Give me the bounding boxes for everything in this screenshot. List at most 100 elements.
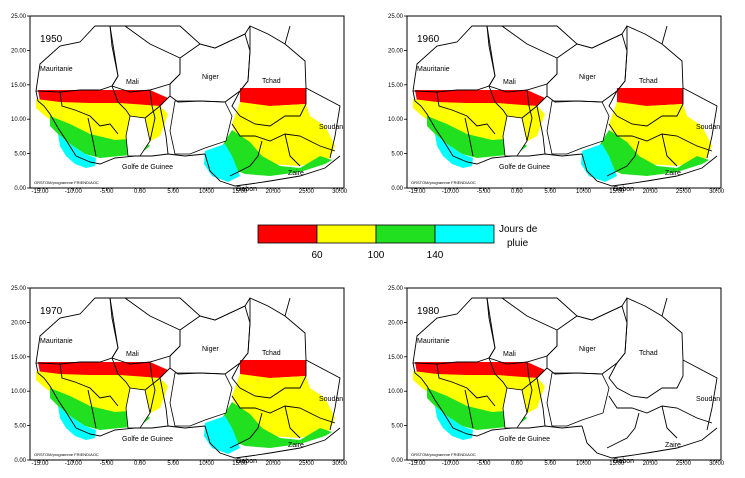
y-tick-label: 5.00 bbox=[14, 424, 26, 430]
zone-green bbox=[50, 116, 150, 158]
zone-yellow bbox=[609, 102, 712, 166]
label-niger: Niger bbox=[202, 74, 219, 81]
label-gabon: Gabon bbox=[236, 458, 257, 465]
x-axis: -15.00 -10.00 -5.00 0.00 5.00 10.00 15.00 20.00… bbox=[408, 460, 725, 467]
y-axis: 25.00 20.00 15.00 10.00 5.00 0.00 bbox=[11, 14, 30, 192]
label-gabon: Gabon bbox=[613, 458, 634, 465]
zone-yellow bbox=[232, 102, 335, 166]
label-gabon: Gabon bbox=[236, 186, 257, 193]
country-outlines bbox=[35, 25, 341, 187]
y-axis: 25.00 20.00 15.00 10.00 5.00 0.00 bbox=[11, 286, 30, 464]
map-year-label: 1950 bbox=[40, 34, 63, 45]
x-tick-label: 25.00 bbox=[676, 461, 692, 466]
y-tick-label: 5.00 bbox=[391, 424, 403, 430]
label-tchad: Tchad bbox=[262, 350, 281, 357]
x-axis: -15.00 -10.00 -5.00 0.00 5.00 10.00 15.00 20.00… bbox=[31, 460, 348, 467]
x-tick-label: 0.00 bbox=[134, 461, 146, 466]
y-tick-label: 10.00 bbox=[388, 117, 404, 123]
country-outlines bbox=[412, 297, 718, 459]
rainfall-map: 25.00 20.00 15.00 10.00 5.00 0.00 -15.00 -10.0… bbox=[388, 14, 725, 195]
label-tchad: Tchad bbox=[262, 78, 281, 85]
label-golfe-de-guinee: Golfe de Guinee bbox=[122, 436, 173, 443]
y-tick-label: 15.00 bbox=[11, 83, 27, 89]
zone-yellow bbox=[609, 374, 712, 438]
credit-text: ORSTOM/programme FRIEND/AOC bbox=[34, 452, 99, 457]
x-tick-label: -5.00 bbox=[100, 189, 114, 194]
x-axis: -15.00 -10.00 -5.00 0.00 5.00 10.00 15.00 20.00… bbox=[31, 188, 348, 195]
y-tick-label: 15.00 bbox=[388, 83, 404, 89]
y-tick-label: 20.00 bbox=[388, 48, 404, 54]
legend-title-line2: pluie bbox=[507, 238, 529, 249]
x-tick-label: -15.00 bbox=[408, 189, 426, 194]
x-tick-label: -15.00 bbox=[31, 461, 49, 466]
x-tick-label: 20.00 bbox=[266, 189, 282, 194]
map-year-label: 1960 bbox=[417, 34, 440, 45]
x-tick-label: -10.00 bbox=[442, 461, 460, 466]
zone-red bbox=[240, 360, 306, 378]
map-panel-1980: 25.00 20.00 15.00 10.00 5.00 0.00 -15.00 -10.0… bbox=[377, 278, 727, 467]
zone-red bbox=[240, 88, 306, 106]
x-tick-label: 0.00 bbox=[511, 461, 523, 466]
x-tick-label: 5.00 bbox=[544, 189, 556, 194]
zone-red bbox=[617, 88, 683, 106]
x-tick-label: 15.00 bbox=[609, 461, 625, 466]
label-gabon: Gabon bbox=[613, 186, 634, 193]
x-tick-label: 15.00 bbox=[232, 189, 248, 194]
label-soudan: Soudan bbox=[696, 396, 720, 403]
label-mauritanie: Mauritanie bbox=[40, 338, 73, 345]
label-mauritanie: Mauritanie bbox=[417, 66, 450, 73]
zone-green bbox=[599, 402, 709, 448]
legend-swatches bbox=[257, 224, 495, 244]
zone-red bbox=[415, 362, 545, 378]
x-tick-label: 20.00 bbox=[266, 461, 282, 466]
x-tick-label: -10.00 bbox=[65, 461, 83, 466]
x-tick-label: 15.00 bbox=[232, 461, 248, 466]
legend-swatch bbox=[375, 224, 436, 244]
y-tick-label: 15.00 bbox=[388, 355, 404, 361]
label-mauritanie: Mauritanie bbox=[417, 338, 450, 345]
label-soudan: Soudan bbox=[696, 124, 720, 131]
zone-cyan bbox=[581, 144, 617, 182]
zone-red bbox=[617, 360, 683, 378]
x-tick-label: 10.00 bbox=[199, 461, 215, 466]
legend-title-line1: Jours de bbox=[499, 224, 538, 235]
zone-yellow bbox=[232, 374, 335, 438]
x-tick-label: -5.00 bbox=[477, 461, 491, 466]
x-tick-label: -10.00 bbox=[442, 189, 460, 194]
label-mauritanie: Mauritanie bbox=[40, 66, 73, 73]
x-tick-label: 20.00 bbox=[643, 189, 659, 194]
x-tick-label: 30.00 bbox=[709, 461, 725, 466]
rain-zones bbox=[36, 88, 335, 182]
label-zaire: Zaire bbox=[288, 442, 304, 449]
label-mali: Mali bbox=[126, 351, 139, 358]
y-tick-label: 25.00 bbox=[388, 14, 404, 20]
x-tick-label: 30.00 bbox=[709, 189, 725, 194]
credit-text: ORSTOM/programme FRIEND/AOC bbox=[34, 180, 99, 185]
map-panel-1970: 25.00 20.00 15.00 10.00 5.00 0.00 -15.00 -10.0… bbox=[0, 278, 350, 467]
zone-green bbox=[599, 130, 709, 176]
zone-red bbox=[415, 90, 545, 106]
legend-threshold: 140 bbox=[427, 250, 444, 261]
credit-text: ORSTOM/programme FRIEND/AOC bbox=[411, 452, 476, 457]
y-axis: 25.00 20.00 15.00 10.00 5.00 0.00 bbox=[388, 14, 407, 192]
legend: Jours de pluie 60 100 140 bbox=[257, 224, 538, 261]
label-mali: Mali bbox=[503, 351, 516, 358]
legend-thresholds: 60 100 140 bbox=[311, 250, 443, 261]
x-tick-label: 0.00 bbox=[511, 189, 523, 194]
label-golfe-de-guinee: Golfe de Guinee bbox=[499, 436, 550, 443]
x-tick-label: 10.00 bbox=[576, 461, 592, 466]
y-tick-label: 15.00 bbox=[11, 355, 27, 361]
x-tick-label: 30.00 bbox=[332, 189, 348, 194]
x-tick-label: -15.00 bbox=[31, 189, 49, 194]
label-golfe-de-guinee: Golfe de Guinee bbox=[122, 164, 173, 171]
x-tick-label: 0.00 bbox=[134, 189, 146, 194]
x-tick-label: 20.00 bbox=[643, 461, 659, 466]
zone-green bbox=[50, 388, 150, 430]
x-tick-label: 15.00 bbox=[609, 189, 625, 194]
x-tick-label: 10.00 bbox=[576, 189, 592, 194]
label-niger: Niger bbox=[579, 74, 596, 81]
label-niger: Niger bbox=[202, 346, 219, 353]
y-tick-label: 0.00 bbox=[391, 186, 403, 192]
label-tchad: Tchad bbox=[639, 350, 658, 357]
legend-swatch bbox=[316, 224, 377, 244]
